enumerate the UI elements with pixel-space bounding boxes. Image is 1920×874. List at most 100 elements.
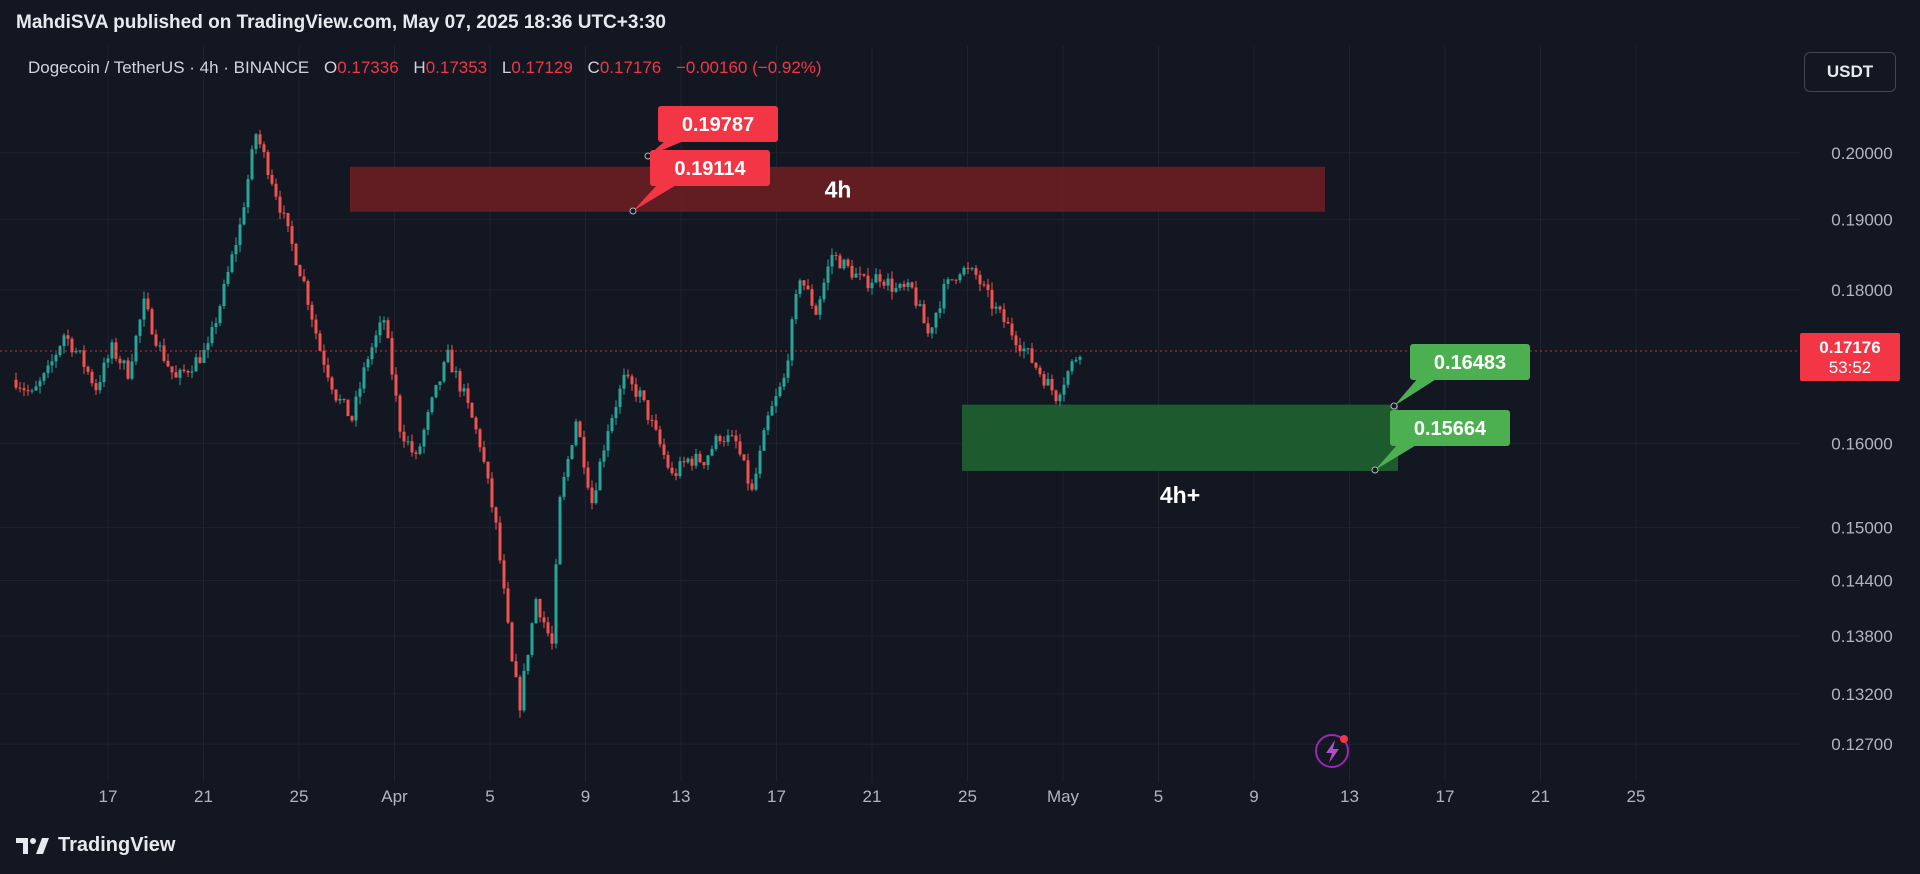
candle-body <box>970 268 974 270</box>
candle-body <box>154 334 158 346</box>
candle-body <box>1014 335 1018 346</box>
symbol-name[interactable]: Dogecoin / TetherUS · 4h · BINANCE <box>28 58 310 77</box>
candle-body <box>1042 374 1046 386</box>
candle-body <box>162 345 166 361</box>
candle-body <box>870 282 874 289</box>
time-tick-label: 17 <box>767 787 786 806</box>
callout-box[interactable] <box>650 150 770 186</box>
candle-body <box>158 345 162 347</box>
brand[interactable]: TradingView <box>16 834 175 857</box>
callout-box[interactable] <box>1390 410 1510 446</box>
candle-body <box>330 377 334 390</box>
candle-body <box>466 388 470 403</box>
candle-body <box>746 460 750 484</box>
candle-body <box>86 366 90 372</box>
candle-body <box>766 415 770 431</box>
callout-price-label: 0.16483 <box>1434 352 1506 374</box>
candle-body <box>954 279 958 281</box>
high-value: 0.17353 <box>425 58 488 77</box>
chart-background <box>0 46 1920 818</box>
candle-body <box>1018 345 1022 352</box>
candle-body <box>842 259 846 269</box>
chart-area[interactable]: 4h 4h+ 0.17176 53:52 0.19787 0.19114 0.16483… <box>0 46 1920 818</box>
candle-body <box>354 396 358 421</box>
candle-body <box>1066 371 1070 385</box>
candle-body <box>546 622 550 634</box>
notification-dot <box>1340 735 1348 743</box>
candle-body <box>506 588 510 623</box>
candle-body <box>630 376 634 385</box>
candle-body <box>90 371 94 384</box>
candle-body <box>982 284 986 286</box>
candle-body <box>62 335 66 347</box>
candle-body <box>94 383 98 391</box>
candle-body <box>922 304 926 324</box>
callout-price-label: 0.19114 <box>674 158 746 180</box>
candle-body <box>34 386 38 391</box>
candle-body <box>170 366 174 373</box>
candle-body <box>822 282 826 300</box>
candle-body <box>790 319 794 361</box>
close-value: 0.17176 <box>599 58 662 77</box>
candle-body <box>306 281 310 305</box>
candle-body <box>866 275 870 289</box>
demand-zone-label: 4h+ <box>1160 482 1200 508</box>
price-axis[interactable]: 0.20000 0.19000 0.18000 0.16000 0.15000 0.144… <box>1831 144 1892 754</box>
callout-box[interactable] <box>658 106 778 142</box>
demand-zone[interactable] <box>962 404 1398 471</box>
candle-body <box>974 268 978 275</box>
time-axis[interactable]: 17 21 25 Apr 5 9 13 17 21 25 May 5 9 13 17 21 25 <box>99 787 1646 806</box>
lightning-icon[interactable] <box>1315 734 1349 768</box>
price-callouts: 0.19787 0.19114 0.16483 0.15664 <box>629 106 1530 474</box>
candle-body <box>118 358 122 364</box>
price-tick-label: 0.13800 <box>1831 627 1892 646</box>
candle-body <box>194 357 198 372</box>
candle-body <box>690 458 694 466</box>
candle-body <box>262 144 266 153</box>
candle-body <box>986 284 990 290</box>
candle-body <box>374 335 378 348</box>
candle-body <box>246 179 250 208</box>
candle-body <box>1070 361 1074 372</box>
candle-body <box>1038 367 1042 375</box>
currency-button[interactable]: USDT <box>1804 52 1896 92</box>
candle-body <box>550 633 554 644</box>
candle-body <box>46 365 50 374</box>
candle-body <box>462 388 466 392</box>
callout-box[interactable] <box>1410 344 1530 380</box>
candle-body <box>378 322 382 336</box>
supply-zone[interactable] <box>350 166 1325 212</box>
candle-body <box>570 445 574 460</box>
candle-body <box>1054 390 1058 402</box>
candle-body <box>534 599 538 624</box>
time-tick-label: 9 <box>581 787 590 806</box>
candle-body <box>106 358 110 363</box>
candle-body <box>778 386 782 397</box>
candle-body <box>298 265 302 277</box>
candle-body <box>478 429 482 448</box>
candle-body <box>834 254 838 256</box>
candle-body <box>906 282 910 287</box>
candle-body <box>838 255 842 269</box>
candle-body <box>762 430 766 451</box>
candle-body <box>226 271 230 284</box>
candle-body <box>494 507 498 523</box>
candle-body <box>850 265 854 278</box>
current-price-tag <box>1800 332 1900 381</box>
candle-body <box>710 448 714 456</box>
candle-body <box>498 522 502 561</box>
candle-body <box>910 282 914 288</box>
candle-body <box>722 441 726 443</box>
candle-body <box>1062 384 1066 395</box>
candle-body <box>318 333 322 351</box>
candle-body <box>606 431 610 451</box>
candle-body <box>502 560 506 589</box>
candle-body <box>82 350 86 367</box>
candle-body <box>950 279 954 281</box>
candle-body <box>410 441 414 453</box>
candle-body <box>522 670 526 711</box>
tradingview-logo-icon <box>16 837 49 854</box>
candle-body <box>50 361 54 366</box>
candle-body <box>938 308 942 313</box>
